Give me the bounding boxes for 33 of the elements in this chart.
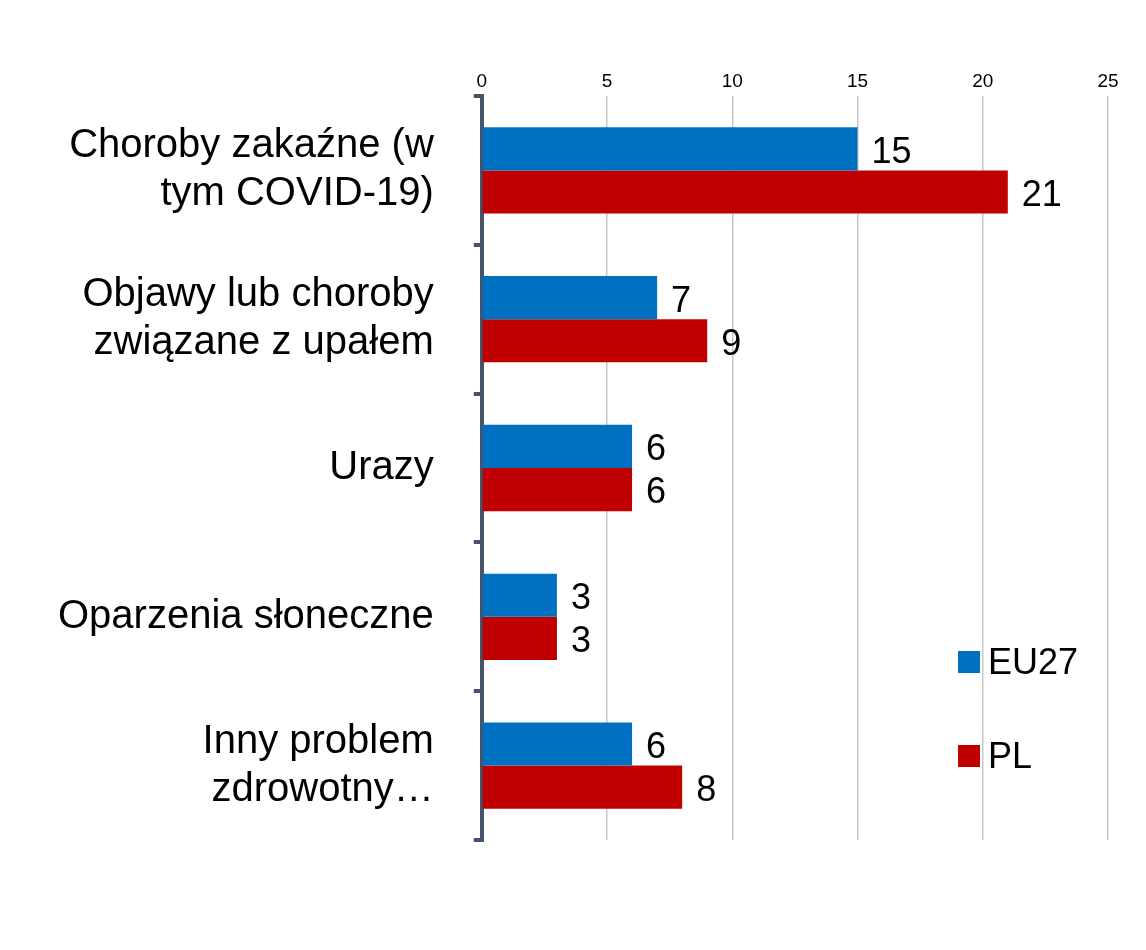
bar bbox=[482, 276, 658, 320]
data-label: 3 bbox=[570, 619, 591, 661]
data-label: 15 bbox=[871, 129, 912, 171]
data-label: 21 bbox=[1021, 172, 1062, 214]
bar bbox=[482, 722, 633, 766]
bar bbox=[482, 424, 633, 468]
x-tick-label: 5 bbox=[601, 69, 613, 91]
legend-label: EU27 bbox=[988, 640, 1079, 682]
x-tick-label: 25 bbox=[1097, 69, 1119, 91]
y-tick-label: Choroby zakaźne (w tym COVID-19) bbox=[69, 121, 434, 214]
x-tick-label: 20 bbox=[972, 69, 994, 91]
bar bbox=[482, 127, 858, 171]
y-tick-label: Inny problem zdrowotny… bbox=[202, 716, 434, 809]
y-tick-label: Objawy lub choroby związane z upałem bbox=[82, 270, 434, 363]
data-label: 6 bbox=[646, 470, 667, 512]
bar bbox=[482, 468, 633, 512]
bar bbox=[482, 765, 683, 809]
x-tick-label: 15 bbox=[846, 69, 869, 91]
data-label: 6 bbox=[646, 427, 667, 469]
bar bbox=[482, 616, 557, 660]
bar bbox=[482, 170, 1008, 214]
data-label: 7 bbox=[671, 278, 692, 320]
y-tick-label: Oparzenia słoneczne bbox=[58, 591, 434, 636]
x-tick-label: 10 bbox=[721, 69, 743, 91]
x-tick-label: 0 bbox=[476, 69, 488, 91]
data-label: 9 bbox=[721, 321, 742, 363]
bar bbox=[482, 573, 557, 617]
legend-label: PL bbox=[988, 734, 1033, 776]
bar bbox=[482, 319, 708, 363]
data-label: 8 bbox=[696, 768, 717, 810]
y-tick-label: Urazy bbox=[329, 443, 434, 488]
data-label: 6 bbox=[646, 724, 667, 766]
data-label: 3 bbox=[570, 576, 591, 618]
